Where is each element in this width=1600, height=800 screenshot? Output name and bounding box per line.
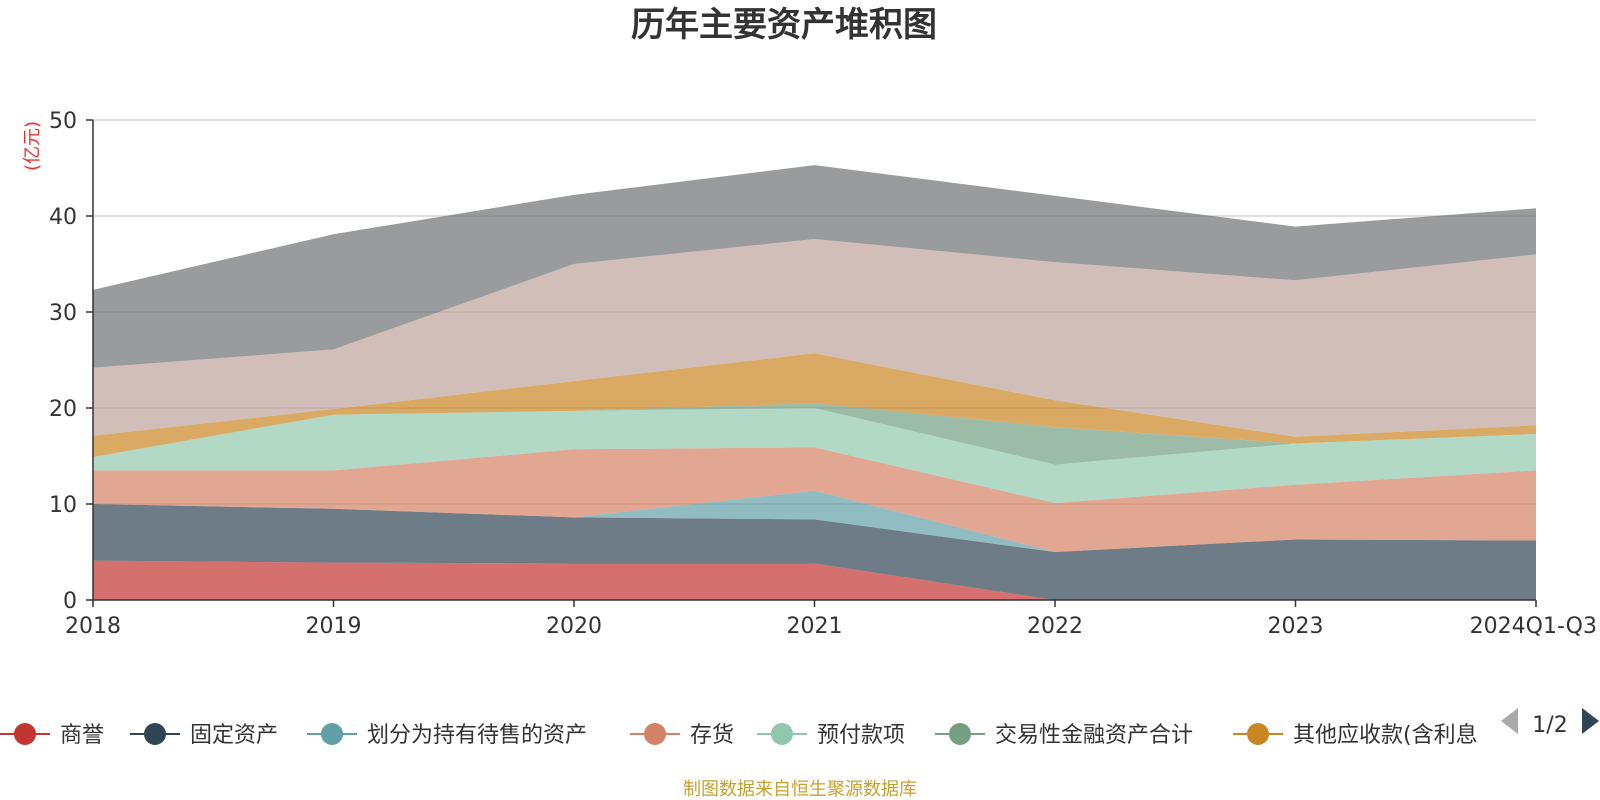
x-tick-label: 2019 [306, 614, 362, 639]
x-tick-label: 2023 [1268, 614, 1324, 639]
y-tick-label: 40 [49, 205, 77, 230]
area-其他应收款(含利息) [93, 353, 1536, 457]
legend-marker [1247, 723, 1269, 745]
legend-label: 划分为持有待售的资产 [367, 723, 587, 748]
x-tick-label: 2018 [65, 614, 121, 639]
data-source-note: 制图数据来自恒生聚源数据库 [683, 779, 917, 800]
x-tick-label: 2021 [787, 614, 843, 639]
legend: 商誉 固定资产 划分为持有待售的资产 存货 预付款项 交易性金融资产合计 其他应收款(含利息 [0, 723, 1478, 748]
legend-item[interactable]: 商誉 [0, 723, 104, 748]
area-series9 [93, 165, 1536, 368]
x-tick-label: 2024Q1-Q3 [1470, 614, 1597, 639]
legend-marker [644, 723, 666, 745]
area-商誉 [93, 560, 1536, 600]
area-series8 [93, 239, 1536, 437]
legend-page-indicator: 1/2 [1532, 713, 1567, 738]
x-tick-label: 2020 [546, 614, 602, 639]
y-tick-label: 10 [49, 493, 77, 518]
y-tick-label: 0 [63, 589, 77, 614]
legend-label: 存货 [690, 723, 734, 748]
y-axis-unit-label: (亿元) [22, 121, 43, 171]
area-存货 [93, 447, 1536, 552]
legend-item[interactable]: 固定资产 [130, 723, 278, 748]
x-tick-label: 2022 [1027, 614, 1083, 639]
legend-label: 交易性金融资产合计 [995, 723, 1193, 748]
area-固定资产 [93, 504, 1536, 600]
legend-item[interactable]: 其他应收款(含利息 [1233, 723, 1478, 748]
legend-marker [144, 723, 166, 745]
legend-item[interactable]: 预付款项 [757, 723, 905, 748]
area-划分为持有待售的资产 [93, 490, 1536, 552]
legend-pager: 1/2 [1501, 708, 1599, 738]
legend-label: 其他应收款(含利息 [1293, 723, 1478, 748]
legend-item[interactable]: 存货 [630, 723, 734, 748]
legend-marker [14, 723, 36, 745]
area-交易性金融资产合计 [93, 403, 1536, 465]
area-series [93, 165, 1536, 600]
y-tick-label: 50 [49, 109, 77, 134]
legend-item[interactable]: 交易性金融资产合计 [935, 723, 1193, 748]
triangle-right-icon[interactable] [1582, 708, 1599, 734]
legend-label: 固定资产 [190, 723, 278, 748]
triangle-left-icon[interactable] [1501, 708, 1518, 734]
y-tick-label: 20 [49, 397, 77, 422]
legend-item[interactable]: 划分为持有待售的资产 [307, 723, 587, 748]
legend-marker [321, 723, 343, 745]
y-tick-label: 30 [49, 301, 77, 326]
area-预付款项 [93, 408, 1536, 503]
legend-marker [949, 723, 971, 745]
axes: 0 10 20 30 40 50 2018 2019 2020 2021 2022 2023 2024Q… [49, 109, 1597, 639]
chart-title: 历年主要资产堆积图 [631, 5, 937, 45]
legend-label: 商誉 [60, 723, 104, 748]
legend-label: 预付款项 [817, 723, 905, 748]
legend-marker [771, 723, 793, 745]
